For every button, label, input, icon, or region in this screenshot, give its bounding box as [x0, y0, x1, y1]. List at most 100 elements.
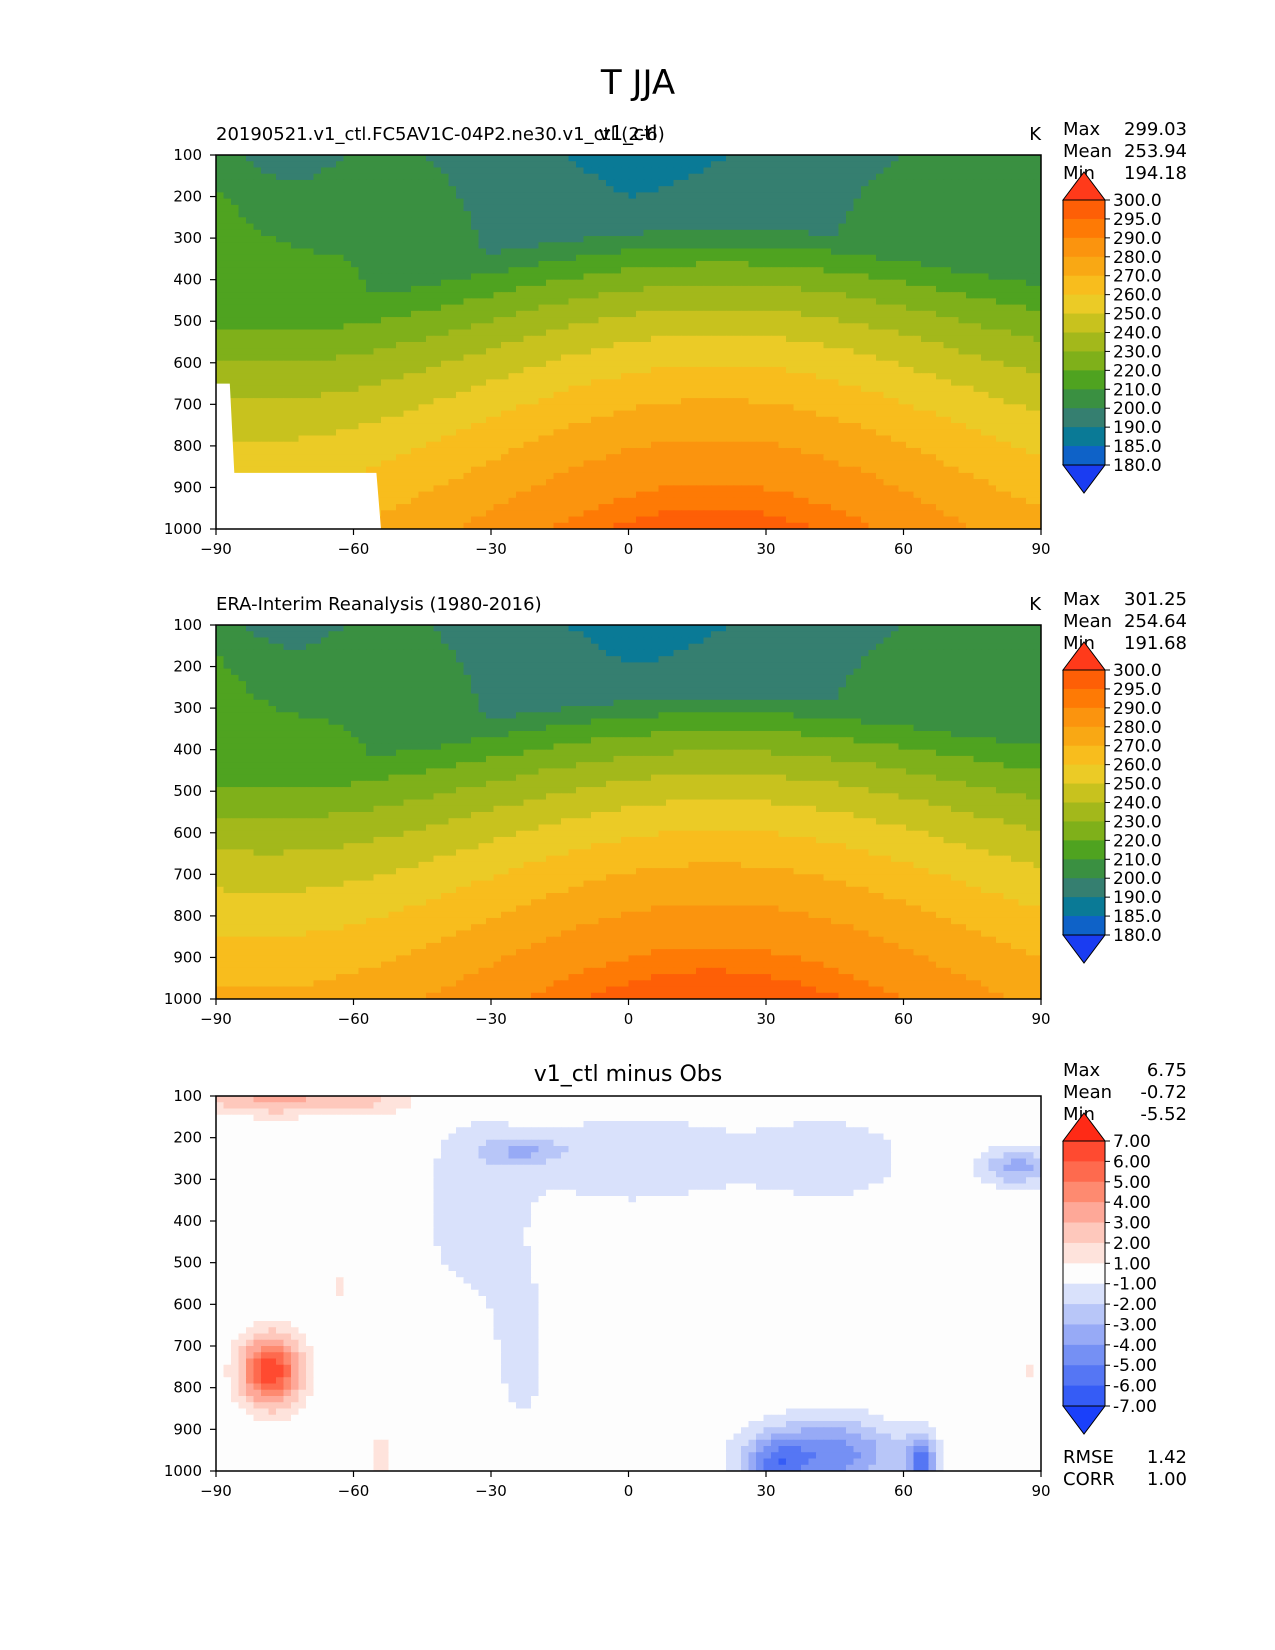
field-cell	[756, 242, 765, 250]
field-cell	[523, 391, 532, 399]
field-cell	[306, 348, 315, 356]
field-cell	[396, 360, 405, 368]
field-cell	[906, 385, 915, 393]
field-cell	[966, 354, 975, 362]
field-cell	[711, 236, 720, 243]
field-cell	[313, 211, 322, 218]
field-cell	[996, 186, 1005, 193]
field-cell	[801, 335, 810, 343]
field-cell	[1003, 167, 1012, 175]
field-cell	[808, 385, 817, 393]
field-cell	[508, 435, 517, 443]
field-cell	[1018, 173, 1027, 181]
field-cell	[516, 248, 525, 256]
field-cell	[621, 192, 630, 200]
field-cell	[711, 223, 720, 231]
field-cell	[681, 404, 690, 412]
field-cell	[486, 435, 495, 443]
field-cell	[516, 304, 525, 312]
field-cell	[703, 254, 712, 262]
field-cell	[726, 379, 735, 387]
field-cell	[613, 310, 622, 318]
field-cell	[786, 161, 795, 169]
field-cell	[261, 379, 270, 387]
field-cell	[988, 373, 997, 380]
field-cell	[246, 155, 255, 162]
field-cell	[471, 217, 480, 225]
field-cell	[283, 192, 292, 200]
field-cell	[388, 348, 397, 356]
field-cell	[898, 298, 907, 306]
field-cell	[591, 217, 600, 225]
field-cell	[816, 298, 825, 306]
field-cell	[366, 248, 375, 256]
field-cell	[1018, 410, 1027, 418]
field-cell	[703, 186, 712, 193]
field-cell	[426, 285, 435, 293]
field-cell	[531, 298, 540, 306]
field-cell	[966, 298, 975, 306]
field-cell	[928, 373, 937, 380]
field-cell	[936, 335, 945, 343]
field-cell	[726, 260, 735, 268]
field-cell	[516, 317, 525, 324]
field-cell	[658, 155, 667, 162]
field-cell	[523, 229, 532, 237]
field-cell	[733, 186, 742, 193]
field-cell	[583, 279, 592, 287]
field-cell	[351, 404, 360, 412]
field-cell	[823, 423, 832, 430]
field-cell	[231, 211, 240, 218]
field-cell	[988, 229, 997, 237]
field-cell	[358, 217, 367, 225]
field-cell	[216, 161, 225, 169]
field-cell	[456, 248, 465, 256]
field-cell	[516, 379, 525, 387]
field-cell	[478, 335, 487, 343]
field-cell	[816, 292, 825, 299]
field-cell	[853, 323, 862, 331]
field-cell	[831, 298, 840, 306]
field-cell	[531, 161, 540, 169]
field-cell	[516, 435, 525, 443]
field-cell	[276, 204, 285, 212]
field-cell	[508, 373, 517, 380]
field-cell	[261, 242, 270, 250]
field-cell	[906, 292, 915, 299]
field-cell	[838, 323, 847, 331]
field-cell	[628, 229, 637, 237]
field-cell	[598, 260, 607, 268]
field-cell	[876, 179, 885, 187]
field-cell	[508, 292, 517, 299]
field-cell	[853, 410, 862, 418]
field-cell	[418, 348, 427, 356]
field-cell	[553, 267, 562, 275]
field-cell	[906, 348, 915, 356]
field-cell	[966, 254, 975, 262]
field-cell	[891, 335, 900, 343]
field-cell	[471, 335, 480, 343]
field-cell	[651, 211, 660, 218]
field-cell	[861, 236, 870, 243]
field-cell	[388, 298, 397, 306]
field-cell	[823, 329, 832, 337]
field-cell	[321, 391, 330, 399]
field-cell	[583, 410, 592, 418]
field-cell	[223, 155, 232, 162]
field-cell	[786, 186, 795, 193]
field-cell	[861, 385, 870, 393]
field-cell	[238, 354, 247, 362]
field-cell	[253, 285, 262, 293]
field-cell	[568, 236, 577, 243]
field-cell	[501, 298, 510, 306]
field-cell	[898, 211, 907, 218]
field-cell	[328, 186, 337, 193]
field-cell	[261, 317, 270, 324]
field-cell	[771, 186, 780, 193]
field-cell	[958, 267, 967, 275]
field-cell	[1011, 416, 1020, 424]
field-cell	[673, 317, 682, 324]
field-cell	[988, 385, 997, 393]
field-cell	[891, 391, 900, 399]
field-cell	[726, 292, 735, 299]
